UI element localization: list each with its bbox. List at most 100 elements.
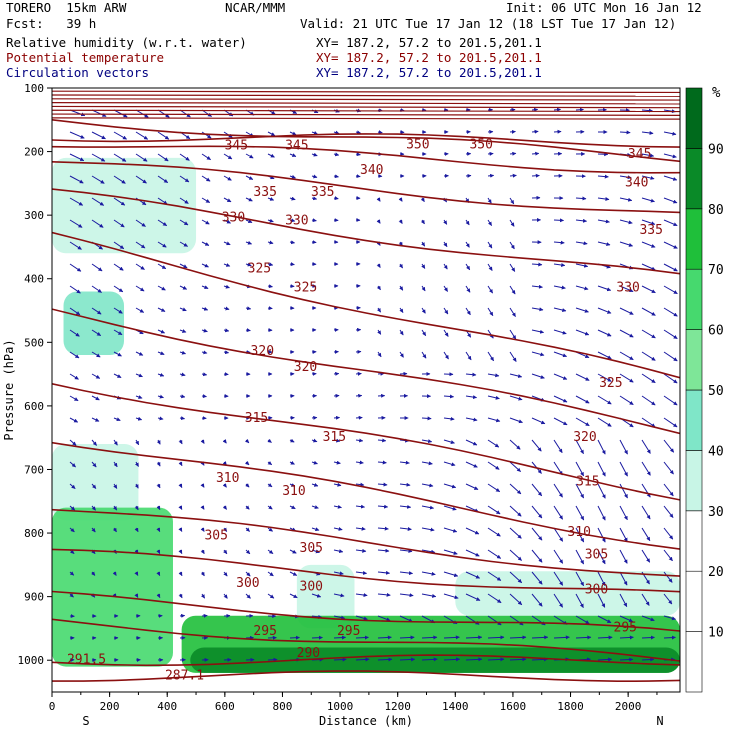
vector-638 [553, 593, 564, 608]
vector-410 [465, 417, 478, 422]
x-tick-label-1800: 1800 [557, 700, 584, 713]
vector-233 [267, 284, 273, 289]
vector-342 [201, 372, 208, 377]
vector-491 [399, 482, 411, 487]
vector-537 [178, 527, 183, 532]
vector-389 [619, 395, 634, 406]
vector-536 [156, 527, 161, 532]
vector-695 [575, 635, 592, 640]
vector-294 [377, 329, 382, 335]
vector-58 [113, 153, 127, 162]
vector-55 [663, 131, 677, 136]
vector-217 [531, 262, 543, 267]
vector-377 [355, 393, 363, 398]
rh-region-1 [63, 291, 125, 356]
vector-334 [641, 351, 656, 361]
vector-581 [531, 549, 543, 563]
vector-50 [553, 129, 562, 134]
vector-530 [641, 505, 651, 520]
vector-574 [377, 548, 390, 553]
vector-623 [223, 593, 228, 599]
vector-669 [619, 615, 634, 623]
vector-529 [619, 505, 628, 521]
field-vectors-name: Circulation vectors [6, 65, 149, 80]
vector-523 [487, 505, 501, 515]
x-tick-label-1600: 1600 [500, 700, 527, 713]
vector-155 [398, 219, 403, 224]
vector-554 [553, 527, 564, 542]
colorbar-label-70: 70 [708, 263, 724, 278]
vector-414 [553, 417, 568, 426]
colorbar-bin-0 [685, 631, 703, 693]
vector-564 [156, 549, 161, 554]
vector-248 [597, 285, 612, 292]
vector-310 [113, 351, 122, 357]
vector-557 [619, 527, 628, 542]
vector-659 [399, 615, 413, 623]
vector-288 [245, 328, 251, 333]
vector-528 [597, 505, 606, 521]
vector-164 [597, 219, 610, 224]
vector-573 [355, 548, 367, 553]
vector-76 [509, 151, 517, 156]
vector-259 [223, 306, 230, 311]
vector-607 [487, 571, 502, 581]
vector-535 [134, 527, 139, 533]
vector-605 [443, 571, 459, 577]
vector-146 [201, 219, 210, 225]
vector-223 [663, 263, 678, 272]
theta-label-10: 330 [222, 211, 245, 226]
vector-480 [156, 483, 161, 489]
vector-637 [531, 593, 543, 607]
vector-286 [201, 328, 208, 333]
vector-91 [223, 175, 232, 181]
vector-394 [113, 417, 121, 422]
vector-543 [311, 527, 320, 532]
forecast-hour: Fcst: 39 h [6, 16, 97, 31]
theta-contour-upper-5 [52, 109, 680, 113]
vector-159 [487, 219, 493, 226]
vector-610 [553, 571, 564, 586]
vector-112 [69, 197, 84, 206]
vector-330 [553, 351, 567, 358]
vector-622 [201, 593, 206, 599]
vector-261 [267, 306, 273, 311]
vector-48 [509, 129, 516, 134]
vector-28 [69, 131, 85, 139]
vector-251 [663, 285, 678, 295]
vector-657 [355, 615, 368, 621]
vector-514 [289, 505, 296, 510]
vector-26 [641, 108, 653, 113]
vector-174 [201, 241, 210, 246]
vector-276 [597, 307, 612, 314]
theta-label-5: 340 [360, 163, 383, 178]
vector-212 [421, 263, 426, 269]
vector-273 [531, 307, 544, 312]
vector-508 [156, 505, 161, 511]
vector-629 [355, 593, 368, 598]
vector-339 [135, 373, 143, 378]
theta-label-13: 325 [248, 261, 271, 276]
vector-388 [597, 395, 612, 405]
vector-576 [421, 549, 436, 554]
colorbar-bin-2 [685, 510, 703, 572]
vector-300 [509, 329, 517, 340]
vector-205 [267, 262, 274, 267]
vector-630 [377, 592, 391, 597]
vector-303 [575, 329, 590, 336]
vector-432 [333, 438, 341, 443]
vector-31 [135, 131, 149, 140]
vector-192 [597, 241, 611, 246]
theta-contour-upper-6 [52, 113, 680, 116]
vector-367 [135, 395, 143, 399]
theta-label-16: 320 [251, 344, 274, 359]
vector-280 [69, 329, 80, 337]
vector-524 [509, 505, 522, 517]
vector-282 [113, 329, 123, 336]
vector-481 [178, 483, 183, 488]
vector-250 [641, 285, 656, 294]
vector-497 [531, 483, 543, 497]
vector-328 [509, 351, 517, 362]
theta-contour-291.5 [52, 654, 680, 667]
vector-726 [641, 657, 655, 662]
